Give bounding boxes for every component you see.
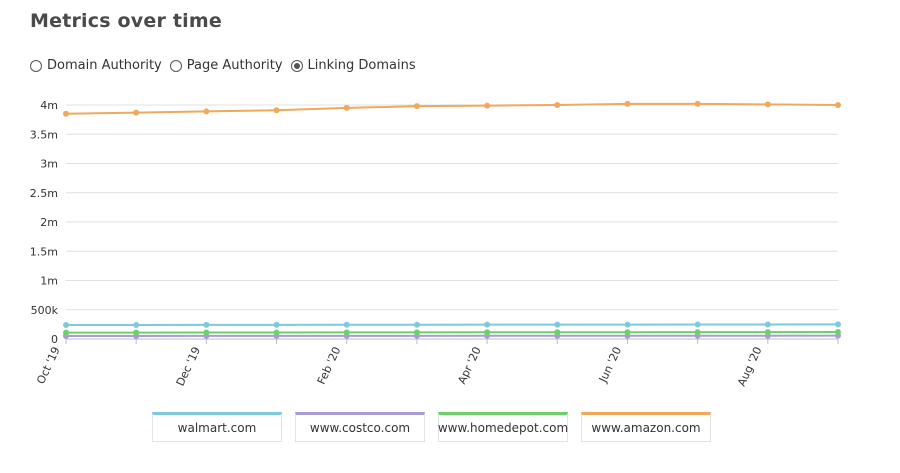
data-point	[63, 110, 69, 117]
radio-linking-domains[interactable]: Linking Domains	[290, 58, 416, 73]
y-tick-label: 4m	[40, 99, 58, 112]
data-point	[203, 108, 210, 115]
radio-label-domain-authority: Domain Authority	[47, 58, 162, 73]
data-point	[484, 329, 491, 336]
data-point	[413, 321, 420, 328]
radio-button[interactable]	[169, 59, 182, 72]
radio-button-selected[interactable]	[290, 59, 303, 72]
y-tick-label: 3.5m	[30, 128, 58, 141]
data-point	[764, 329, 771, 336]
data-point	[273, 321, 280, 328]
series-line	[65, 102, 839, 115]
x-tick-label: Aug '20	[735, 345, 765, 389]
radio-label-linking-domains: Linking Domains	[307, 58, 416, 73]
y-tick-label: 1.5m	[30, 245, 58, 258]
data-point	[554, 329, 561, 336]
radio-page-authority[interactable]: Page Authority	[169, 58, 283, 73]
data-point	[133, 109, 140, 116]
data-point	[624, 321, 631, 328]
data-point	[764, 321, 771, 328]
data-point	[133, 321, 140, 328]
data-point	[133, 329, 140, 336]
data-point	[273, 107, 280, 114]
data-point	[273, 329, 280, 336]
data-point	[203, 321, 210, 328]
y-tick-label: 1m	[40, 275, 58, 288]
chart-title: Metrics over time	[30, 10, 222, 32]
radio-label-page-authority: Page Authority	[186, 58, 283, 73]
data-point	[835, 102, 841, 108]
series-line	[66, 323, 839, 326]
data-point	[624, 100, 631, 107]
data-point	[694, 329, 701, 336]
metric-selector: Domain Authority Page Authority Linking …	[30, 58, 424, 73]
data-point	[413, 329, 420, 336]
series-line	[66, 330, 839, 334]
data-point	[835, 321, 841, 328]
y-tick-label: 2m	[40, 216, 58, 229]
legend-item-costco[interactable]: www.costco.com	[295, 412, 425, 442]
legend-item-walmart[interactable]: walmart.com	[152, 412, 282, 442]
data-point	[484, 321, 491, 328]
data-point	[484, 102, 491, 109]
x-tick-label: Dec '19	[174, 345, 203, 388]
legend-item-amazon[interactable]: www.amazon.com	[581, 412, 711, 442]
data-point	[694, 321, 701, 328]
y-tick-label: 2.5m	[30, 187, 58, 200]
data-point	[63, 321, 69, 328]
line-chart: 0 500k 1m 1.5m 2m 2.5m 3m 3.5m 4m Oct '19 Dec '19 F…	[30, 99, 841, 389]
data-point	[343, 321, 350, 328]
legend-item-homedepot[interactable]: www.homedepot.com	[438, 412, 568, 442]
data-point	[835, 328, 841, 335]
data-point	[63, 329, 69, 336]
x-tick-label: Feb '20	[315, 345, 344, 387]
data-point	[343, 329, 350, 336]
x-tick-label: Oct '19	[34, 345, 62, 386]
x-tick-label: Jun '20	[596, 345, 624, 386]
data-point	[413, 103, 420, 110]
radio-button[interactable]	[30, 59, 42, 72]
y-tick-label: 500k	[31, 304, 59, 317]
data-point	[764, 101, 771, 108]
y-tick-label: 0	[51, 333, 58, 346]
data-point	[203, 329, 210, 336]
data-point	[343, 104, 350, 111]
data-point	[554, 321, 561, 328]
chart-legend: walmart.com www.costco.com www.homedepot…	[152, 412, 724, 442]
radio-domain-authority[interactable]: Domain Authority	[30, 58, 162, 73]
data-point	[554, 102, 561, 108]
data-point	[694, 100, 701, 107]
y-tick-label: 3m	[40, 158, 58, 171]
data-point	[624, 329, 631, 336]
x-tick-label: Apr '20	[455, 345, 484, 386]
